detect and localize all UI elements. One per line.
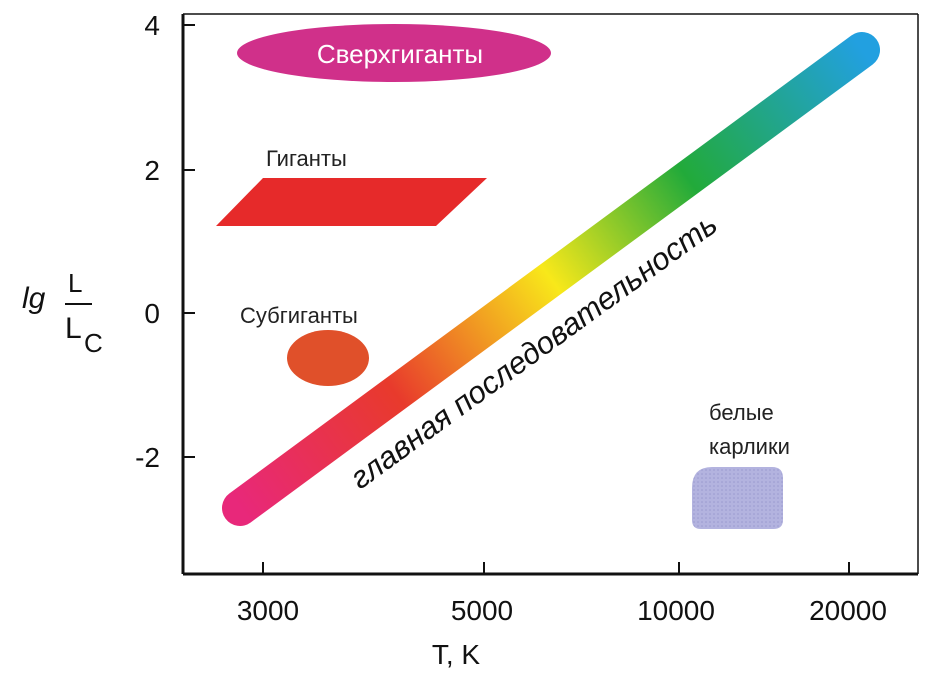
giants-region	[216, 178, 487, 226]
white-dwarfs-label-line2: карлики	[709, 434, 790, 459]
giants-label: Гиганты	[266, 146, 347, 171]
x-tick-label: 10000	[637, 595, 715, 626]
subgiants-label: Субгиганты	[240, 303, 358, 328]
y-axis-title-subscript: C	[84, 328, 103, 358]
plot-frame	[181, 13, 919, 576]
supergiants-label: Сверхгиганты	[317, 39, 483, 69]
x-ticks	[262, 562, 850, 574]
y-axis-title-numerator: L	[68, 268, 82, 298]
main-sequence-band	[222, 32, 880, 526]
y-tick-label: 4	[144, 10, 160, 41]
y-axis-title: lg L L C	[22, 268, 103, 358]
y-axis-title-prefix: lg	[22, 282, 46, 315]
x-axis-title: T, K	[432, 639, 481, 670]
white-dwarfs-region	[692, 467, 783, 529]
white-dwarfs-label-line1: белые	[709, 400, 774, 425]
supergiants-region	[237, 24, 551, 82]
y-tick-label: -2	[135, 442, 160, 473]
x-tick-label: 20000	[809, 595, 887, 626]
y-ticks	[183, 24, 195, 458]
subgiants-region	[287, 330, 369, 386]
y-axis-title-denominator: L	[65, 312, 82, 345]
x-tick-label: 3000	[237, 595, 299, 626]
y-tick-label: 0	[144, 298, 160, 329]
main-sequence-label: главная последовательность	[344, 206, 724, 496]
y-tick-label: 2	[144, 155, 160, 186]
x-tick-label: 5000	[451, 595, 513, 626]
